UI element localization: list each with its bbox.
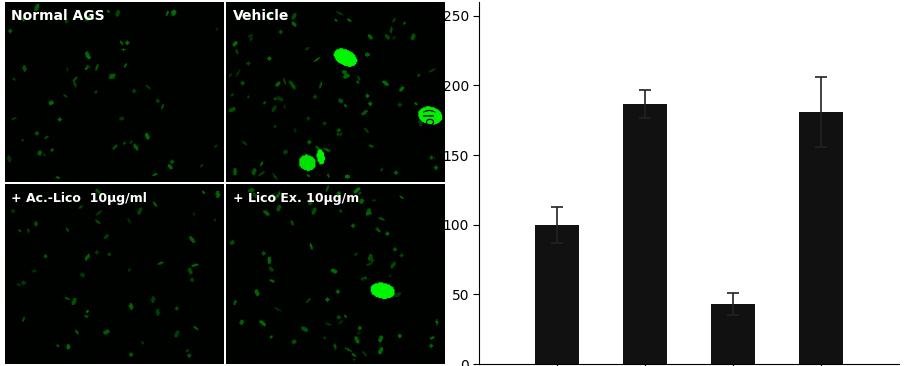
Bar bbox=[535, 225, 579, 364]
Bar bbox=[623, 104, 667, 364]
Text: + Lico Ex. 10μg/m: + Lico Ex. 10μg/m bbox=[233, 191, 360, 205]
Text: Vehicle: Vehicle bbox=[233, 9, 290, 23]
Bar bbox=[711, 304, 755, 364]
Y-axis label: DCF AU (% of control): DCF AU (% of control) bbox=[423, 107, 437, 259]
Text: Normal AGS: Normal AGS bbox=[11, 9, 104, 23]
Bar bbox=[799, 112, 844, 364]
Text: + Ac.-Lico  10μg/ml: + Ac.-Lico 10μg/ml bbox=[11, 191, 147, 205]
